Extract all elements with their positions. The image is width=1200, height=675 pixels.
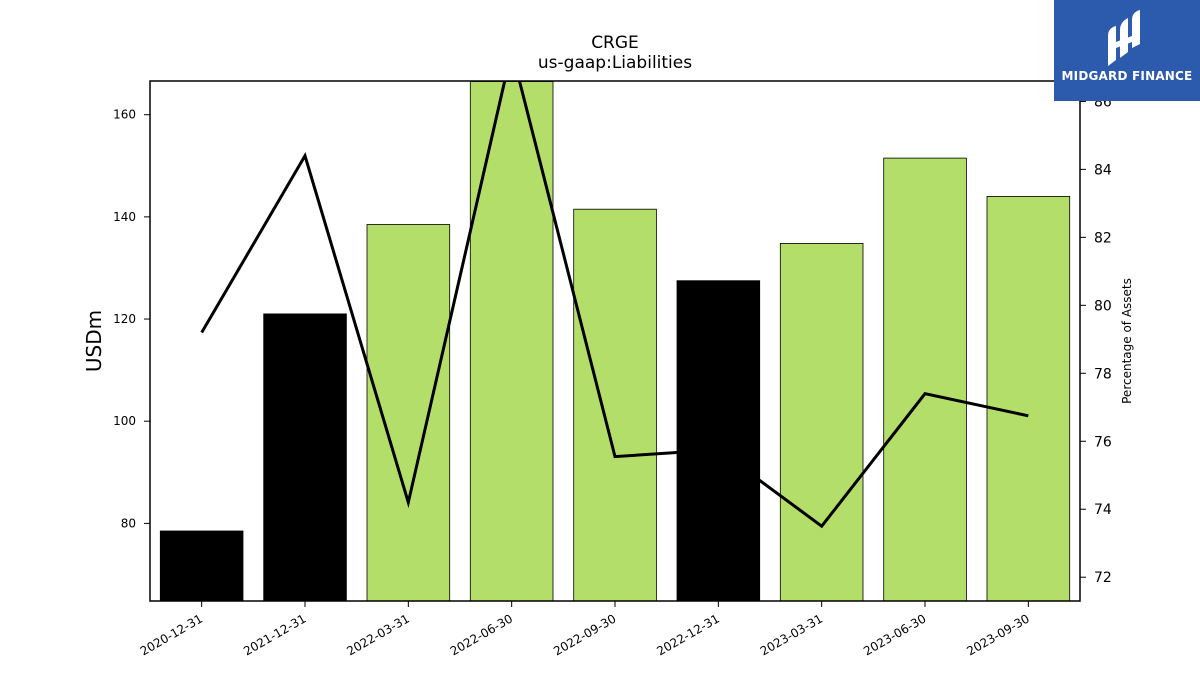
- y-axis-label: USDm: [82, 310, 106, 372]
- chart-subtitle: us-gaap:Liabilities: [538, 53, 692, 73]
- x-tick-label: 2023-09-30: [964, 611, 1031, 658]
- y-tick-label: 120: [113, 312, 136, 326]
- line-group: [200, 81, 1029, 529]
- x-tick-label: 2022-09-30: [551, 611, 618, 658]
- bar-2023-03-31: [779, 242, 864, 602]
- chart-title: CRGE: [591, 33, 639, 53]
- bar-group: [159, 81, 1071, 602]
- y-tick-label: 80: [121, 516, 136, 530]
- bar-2023-06-30: [883, 157, 967, 602]
- bar-2020-12-31: [159, 530, 244, 602]
- y-right-tick-label: 72: [1094, 570, 1112, 586]
- y-axis-left: 80 100 120 140 160: [113, 108, 150, 530]
- bar-2022-12-31: [676, 280, 761, 602]
- logo-mark-icon: [1108, 10, 1140, 66]
- logo-text: MIDGARD FINANCE: [1061, 69, 1193, 83]
- y-tick-label: 100: [113, 414, 136, 428]
- y-tick-label: 140: [113, 210, 136, 224]
- y-right-tick-label: 82: [1094, 230, 1112, 246]
- x-tick-label: 2023-03-31: [758, 611, 825, 658]
- y-right-tick-label: 80: [1094, 298, 1112, 314]
- y-tick-label: 160: [113, 108, 136, 122]
- x-axis: 2020-12-31 2021-12-31 2022-03-31 2022-06-30…: [138, 601, 1032, 658]
- bar-2022-09-30: [573, 208, 657, 602]
- x-tick-label: 2021-12-31: [241, 611, 308, 658]
- bar-2022-03-31: [366, 224, 451, 602]
- x-tick-label: 2022-06-30: [448, 611, 515, 658]
- x-tick-label: 2022-03-31: [344, 611, 411, 658]
- x-tick-label: 2020-12-31: [138, 611, 205, 658]
- x-tick-label: 2022-12-31: [654, 611, 721, 658]
- bar-2021-12-31: [263, 313, 347, 602]
- y-right-tick-label: 78: [1094, 366, 1112, 382]
- y-right-tick-label: 84: [1094, 162, 1112, 178]
- y-right-tick-label: 76: [1094, 434, 1112, 450]
- x-tick-label: 2023-06-30: [861, 611, 928, 658]
- midgard-finance-logo: MIDGARD FINANCE: [1054, 0, 1200, 101]
- y-axis-right-label: Percentage of Assets: [1120, 278, 1134, 404]
- bar-2023-09-30: [986, 195, 1071, 602]
- percentage-line: [200, 81, 1029, 529]
- y-right-tick-label: 74: [1094, 502, 1112, 518]
